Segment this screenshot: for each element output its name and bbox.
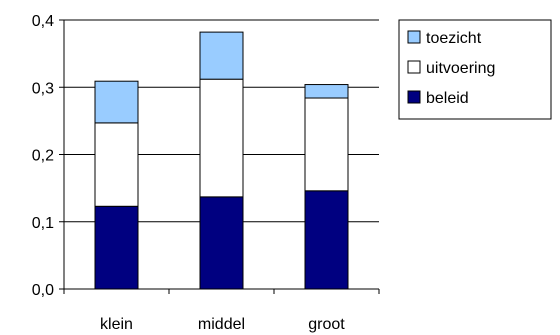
- y-tick-label: 0,4: [32, 13, 54, 30]
- x-tick-label: klein: [100, 316, 133, 333]
- legend-swatch-uitvoering: [407, 60, 421, 74]
- axes: [63, 20, 379, 290]
- bar-segment-beleid: [304, 190, 349, 290]
- bar-segment-uitvoering: [94, 122, 139, 207]
- bar-segment-uitvoering: [304, 97, 349, 192]
- legend-box: [398, 19, 552, 120]
- bar-segment-beleid: [199, 196, 244, 290]
- bar-segment-toezicht: [199, 31, 244, 80]
- y-tick-label: 0,3: [32, 80, 54, 97]
- y-tick-labels: 0,0 0,1 0,2 0,3 0,4: [32, 13, 54, 299]
- bar-segment-toezicht: [94, 80, 139, 124]
- x-tick-labels: klein middel groot: [63, 289, 380, 333]
- x-tick-label: middel: [198, 316, 245, 333]
- bars: [94, 31, 349, 290]
- bar-segment-uitvoering: [199, 78, 244, 198]
- y-tick-label: 0,2: [32, 148, 54, 165]
- bar-segment-beleid: [94, 205, 139, 290]
- legend-swatch-beleid: [407, 90, 421, 104]
- y-tick-label: 0,0: [32, 282, 54, 299]
- legend-label-beleid: beleid: [426, 90, 469, 107]
- legend-label-uitvoering: uitvoering: [426, 60, 495, 77]
- x-tick-label: groot: [308, 316, 345, 333]
- legend: toezicht uitvoering beleid: [398, 19, 552, 120]
- legend-label-toezicht: toezicht: [426, 30, 482, 47]
- y-tick-label: 0,1: [32, 215, 54, 232]
- bar-segment-toezicht: [304, 84, 349, 99]
- legend-swatch-toezicht: [407, 30, 421, 44]
